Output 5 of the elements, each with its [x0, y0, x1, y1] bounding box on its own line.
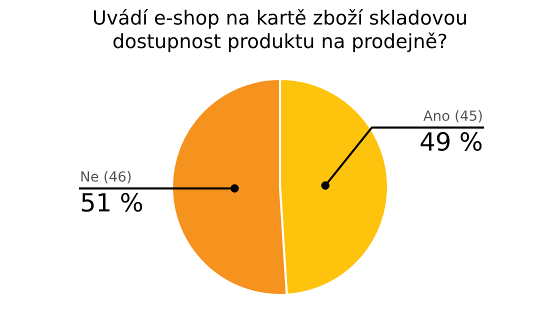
data-label: 51 % — [82, 192, 142, 212]
slice-label: Ne (46) — [81, 171, 131, 184]
data-label: 49 % — [420, 132, 482, 151]
slice-label: Ano (45) — [423, 110, 482, 123]
chart-title: Uvádí e-shop na kartě zboží skladovou dostupnost produktu na prodejně? — [94, 9, 466, 52]
